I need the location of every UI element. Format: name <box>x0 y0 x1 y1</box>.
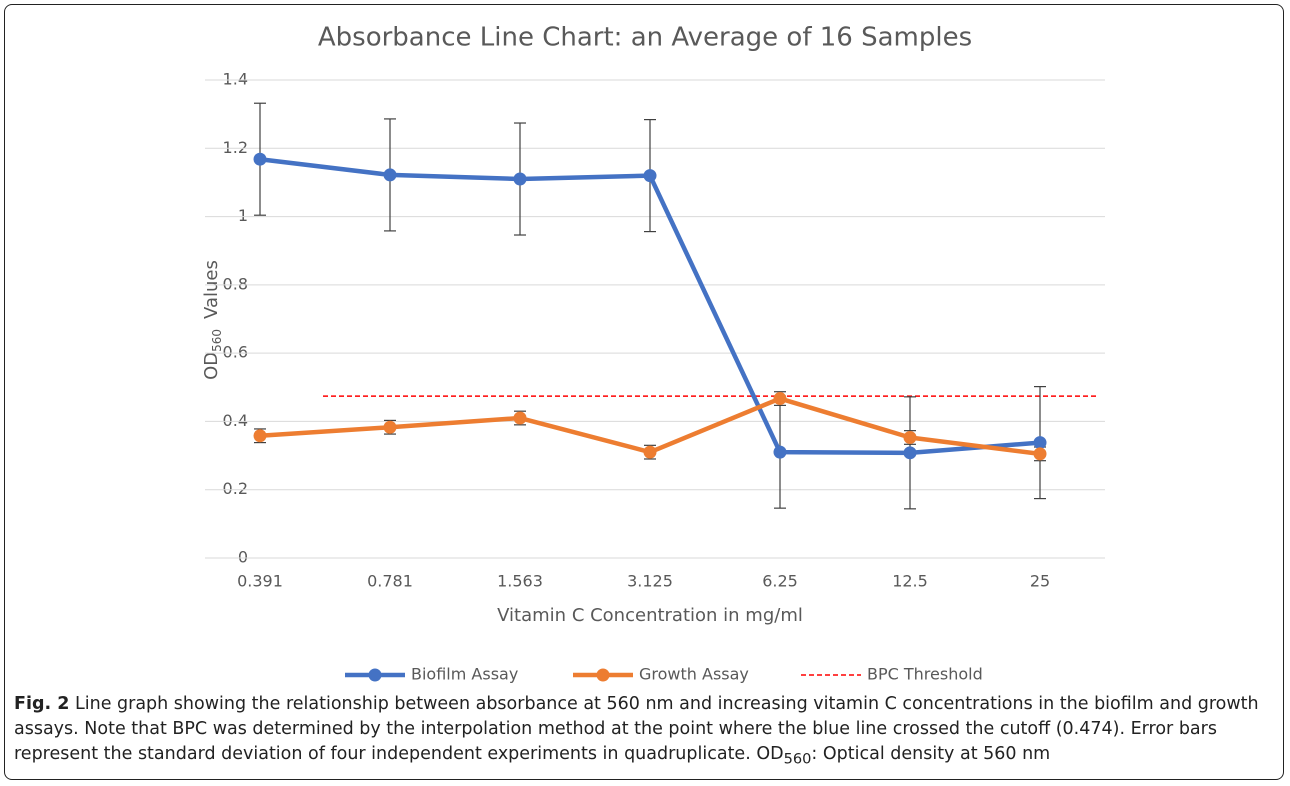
data-point <box>1033 447 1047 461</box>
y-tick-label: 1.2 <box>223 138 248 157</box>
y-tick-label: 0.8 <box>223 274 248 293</box>
data-point <box>253 429 267 443</box>
x-tick-label: 25 <box>1030 572 1050 591</box>
data-point <box>513 172 527 186</box>
x-axis-label: Vitamin C Concentration in mg/ml <box>497 605 803 626</box>
y-tick-label: 1.4 <box>223 70 248 89</box>
x-tick-label: 12.5 <box>892 572 928 591</box>
legend-label: BPC Threshold <box>867 665 983 684</box>
data-point <box>903 430 917 444</box>
data-point <box>643 445 657 459</box>
figure-label: Fig. 2 <box>14 694 70 714</box>
caption-text: Line graph showing the relationship betw… <box>14 694 1259 764</box>
legend-marker <box>368 668 382 682</box>
data-point <box>383 168 397 182</box>
data-point <box>253 152 267 166</box>
caption-text: : Optical density at 560 nm <box>811 744 1051 764</box>
data-point <box>773 445 787 459</box>
chart-title: Absorbance Line Chart: an Average of 16 … <box>318 23 972 53</box>
caption-sub: 560 <box>783 750 812 768</box>
y-label-rest: Values <box>201 260 222 319</box>
x-tick-label: 0.391 <box>237 572 283 591</box>
y-axis-label: OD560 Values <box>201 260 224 380</box>
caption: Fig. 2 Line graph showing the relationsh… <box>14 692 1276 772</box>
data-point <box>1033 436 1047 450</box>
data-point <box>643 169 657 183</box>
x-tick-label: 6.25 <box>762 572 798 591</box>
chart: Absorbance Line Chart: an Average of 16 … <box>201 23 1105 684</box>
y-tick-label: 0.4 <box>223 411 248 430</box>
x-tick-label: 3.125 <box>627 572 673 591</box>
y-tick-label: 0 <box>238 548 248 567</box>
x-tick-label: 1.563 <box>497 572 543 591</box>
y-tick-label: 1 <box>238 206 248 225</box>
figure-frame <box>4 4 1284 780</box>
data-point <box>773 392 787 406</box>
data-point <box>383 420 397 434</box>
y-label-sub: 560 <box>210 329 224 352</box>
legend-label: Biofilm Assay <box>411 665 518 684</box>
data-point <box>513 411 527 425</box>
legend-label: Growth Assay <box>639 665 749 684</box>
y-tick-label: 0.6 <box>223 343 248 362</box>
data-point <box>903 446 917 460</box>
y-tick-label: 0.2 <box>223 479 248 498</box>
x-tick-label: 0.781 <box>367 572 413 591</box>
y-label-main: OD <box>201 352 222 380</box>
legend-marker <box>596 668 610 682</box>
